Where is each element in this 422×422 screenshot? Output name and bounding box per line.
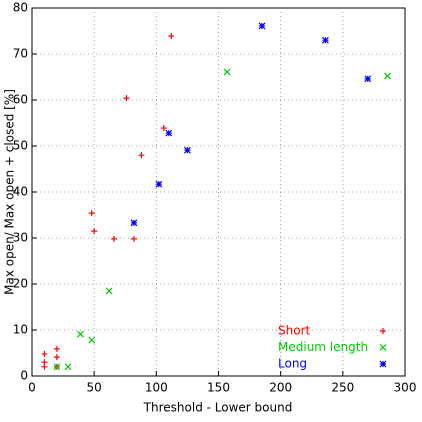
point [123,95,130,102]
point [111,235,118,242]
x-tick-label: 300 [394,381,417,395]
point [138,152,145,159]
y-tick-label: 40 [13,185,28,199]
legend-marker [380,328,386,334]
y-tick-label: 0 [20,369,28,383]
point [53,354,60,361]
point [384,72,392,80]
x-axis-label: Threshold - Lower bound [143,401,293,415]
x-tick-label: 150 [207,381,230,395]
y-tick-label: 80 [13,1,28,15]
point [88,210,95,217]
point [165,129,173,137]
point [258,22,266,30]
point [77,330,84,338]
legend-marker [379,360,387,368]
point [53,345,60,352]
y-tick-label: 60 [13,93,28,107]
point [41,350,48,357]
y-tick-label: 10 [13,323,28,337]
point [130,219,138,227]
point [88,336,96,344]
point [64,363,72,371]
x-tick-label: 50 [87,381,102,395]
point [53,363,61,371]
point [155,180,163,188]
x-tick-label: 100 [145,381,168,395]
legend-label: Medium length [278,340,368,354]
y-tick-label: 50 [13,139,28,153]
legend-label: Short [278,324,310,338]
y-tick-label: 30 [13,231,28,245]
point [91,228,98,235]
point [364,75,372,83]
x-tick-label: 250 [331,381,354,395]
point [41,363,48,370]
point [105,287,113,295]
legend-marker [379,344,387,351]
point [322,36,329,44]
point [130,235,137,242]
point [168,33,175,40]
point [160,125,167,132]
y-tick-label: 20 [13,277,28,291]
x-tick-label: 0 [28,381,36,395]
x-tick-label: 200 [269,381,292,395]
y-tick-label: 70 [13,47,28,61]
legend-label: Long [278,357,307,371]
y-axis-label: Max open/ Max open + closed [%] [3,89,17,295]
point [223,68,231,76]
point [183,146,191,154]
